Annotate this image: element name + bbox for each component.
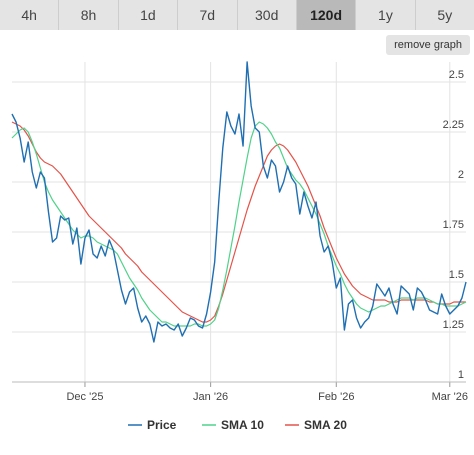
series-line-price [11, 61, 467, 343]
y-tick-label: 1.5 [449, 269, 464, 281]
remove-graph-button[interactable]: remove graph [386, 35, 470, 55]
tab-1d[interactable]: 1d [118, 0, 179, 30]
chart-legend: Price SMA 10 SMA 20 [128, 418, 347, 432]
tab-1y[interactable]: 1y [356, 0, 416, 30]
y-tick-label: 2.5 [449, 69, 464, 81]
tab-30d[interactable]: 30d [237, 0, 297, 30]
y-tick-label: 2 [458, 169, 464, 181]
legend-label-sma-20[interactable]: SMA 20 [304, 418, 347, 432]
tab-8h[interactable]: 8h [59, 0, 119, 30]
y-tick-label: 1.25 [443, 319, 464, 331]
y-axis-ticks: 1 1.25 1.5 1.75 2 2.25 2.5 [443, 69, 464, 381]
x-tick-label: Dec '25 [66, 391, 103, 403]
x-tick-label: Feb '26 [318, 391, 354, 403]
chart-grid [12, 62, 466, 387]
tab-5y[interactable]: 5y [415, 0, 474, 30]
legend-label-sma-10[interactable]: SMA 10 [221, 418, 264, 432]
y-tick-label: 2.25 [443, 119, 464, 131]
x-tick-label: Jan '26 [193, 391, 228, 403]
y-tick-label: 1 [458, 369, 464, 381]
tab-4h[interactable]: 4h [0, 0, 60, 30]
x-tick-label: Mar '26 [432, 391, 468, 403]
series-line-sma-20 [11, 121, 466, 323]
legend-label-price[interactable]: Price [147, 418, 177, 432]
tab-7d[interactable]: 7d [178, 0, 238, 30]
tab-120d[interactable]: 120d [296, 0, 357, 30]
y-tick-label: 1.75 [443, 219, 464, 231]
timeframe-tabs: 4h 8h 1d 7d 30d 120d 1y 5y [0, 0, 474, 30]
chart-series-lines [11, 61, 467, 343]
series-line-sma-10 [11, 121, 467, 327]
x-axis-ticks: Dec '25 Jan '26 Feb '26 Mar '26 [66, 391, 467, 403]
